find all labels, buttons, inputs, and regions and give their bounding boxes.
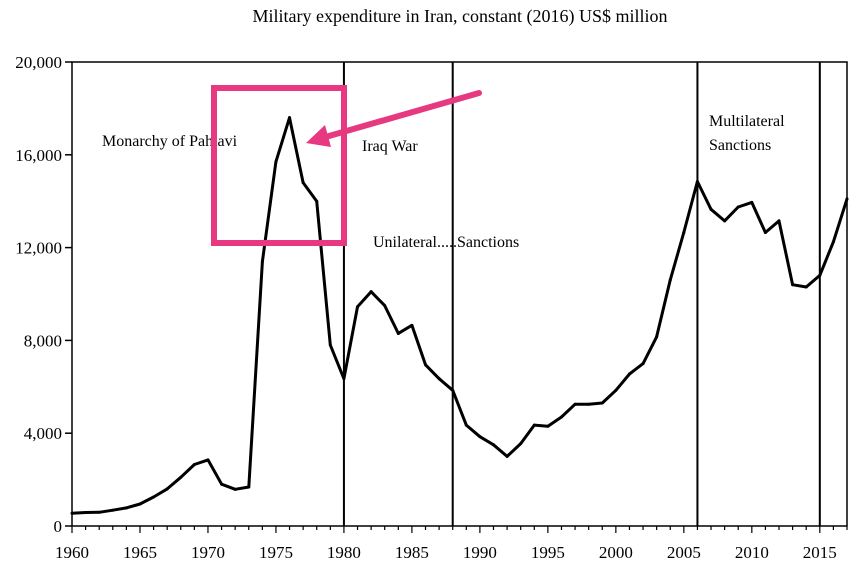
x-tick-label: 1995 [531,543,565,562]
data-point [179,475,183,479]
y-tick-label: 16,000 [15,146,62,165]
y-tick-label: 8,000 [24,331,62,350]
arrowhead-icon [306,125,331,147]
data-point [288,116,292,120]
x-tick-label: 1985 [395,543,429,562]
data-point [315,199,319,203]
y-axis: 0 4,000 8,000 12,000 16,000 20,000 [15,53,72,536]
data-point [723,219,727,223]
data-point [220,482,224,486]
data-point [328,343,332,347]
data-point [138,502,142,506]
data-point [111,508,115,512]
annotation-sanctions: Sanctions [709,137,771,154]
data-point [247,485,251,489]
data-point [655,335,659,339]
x-tick-label: 2005 [667,543,701,562]
highlight-box [211,85,347,246]
data-point [627,372,631,376]
data-point [124,506,128,510]
data-point [682,231,686,235]
chart-title: Military expenditure in Iran, constant (… [253,6,668,27]
annotation-unilateral-sanctions: Unilateral.....Sanctions [373,234,519,251]
x-tick-label: 1990 [463,543,497,562]
period-markers [342,62,821,526]
data-point [410,323,414,327]
data-point [301,181,305,185]
data-point [709,207,713,211]
data-points [70,116,849,515]
data-point [192,463,196,467]
data-point [383,304,387,308]
x-tick-label: 1975 [259,543,293,562]
data-point [464,423,468,427]
data-point [600,401,604,405]
data-point [97,510,101,514]
data-point [641,362,645,366]
plot-frame [71,61,848,527]
highlight-arrow [319,90,482,141]
x-tick-label: 2015 [803,543,837,562]
y-tick-label: 20,000 [15,53,62,72]
data-point [750,200,754,204]
data-point [505,454,509,458]
data-point [165,487,169,491]
data-point [274,160,278,164]
data-point [260,260,264,264]
data-point [559,415,563,419]
data-point [763,231,767,235]
data-point [478,435,482,439]
data-point [587,402,591,406]
x-tick-label: 1965 [123,543,157,562]
data-point [614,388,618,392]
data-point [519,442,523,446]
annotation-multilateral: Multilateral [709,113,785,130]
data-point [546,424,550,428]
data-point [532,423,536,427]
data-point [451,388,455,392]
data-point [818,273,822,277]
data-point [695,179,699,183]
data-point [369,290,373,294]
annotation-iraq-war: Iraq War [362,138,418,155]
data-point [424,363,428,367]
data-point [396,331,400,335]
data-point [831,240,835,244]
data-point [84,511,88,515]
data-point [356,305,360,309]
x-tick-label: 2010 [735,543,769,562]
y-tick-label: 12,000 [15,239,62,258]
x-tick-label: 1960 [55,543,89,562]
x-tick-label: 2000 [599,543,633,562]
data-point [668,278,672,282]
data-point [152,495,156,499]
data-point [342,377,346,381]
data-point [791,283,795,287]
expenditure-line [71,116,849,515]
data-point [233,487,237,491]
data-point [491,443,495,447]
annotation-monarchy: Monarchy of Pahlavi [102,133,238,150]
y-tick-label: 0 [54,517,63,536]
data-point [777,219,781,223]
data-point [206,458,210,462]
x-axis: 1960 1965 1970 1975 1980 1985 1990 1995 2000 2005… [55,526,848,562]
y-tick-label: 4,000 [24,424,62,443]
data-point [736,205,740,209]
x-tick-label: 1970 [191,543,225,562]
x-tick-label: 1980 [327,543,361,562]
data-point [437,377,441,381]
data-point [573,402,577,406]
data-point [804,285,808,289]
